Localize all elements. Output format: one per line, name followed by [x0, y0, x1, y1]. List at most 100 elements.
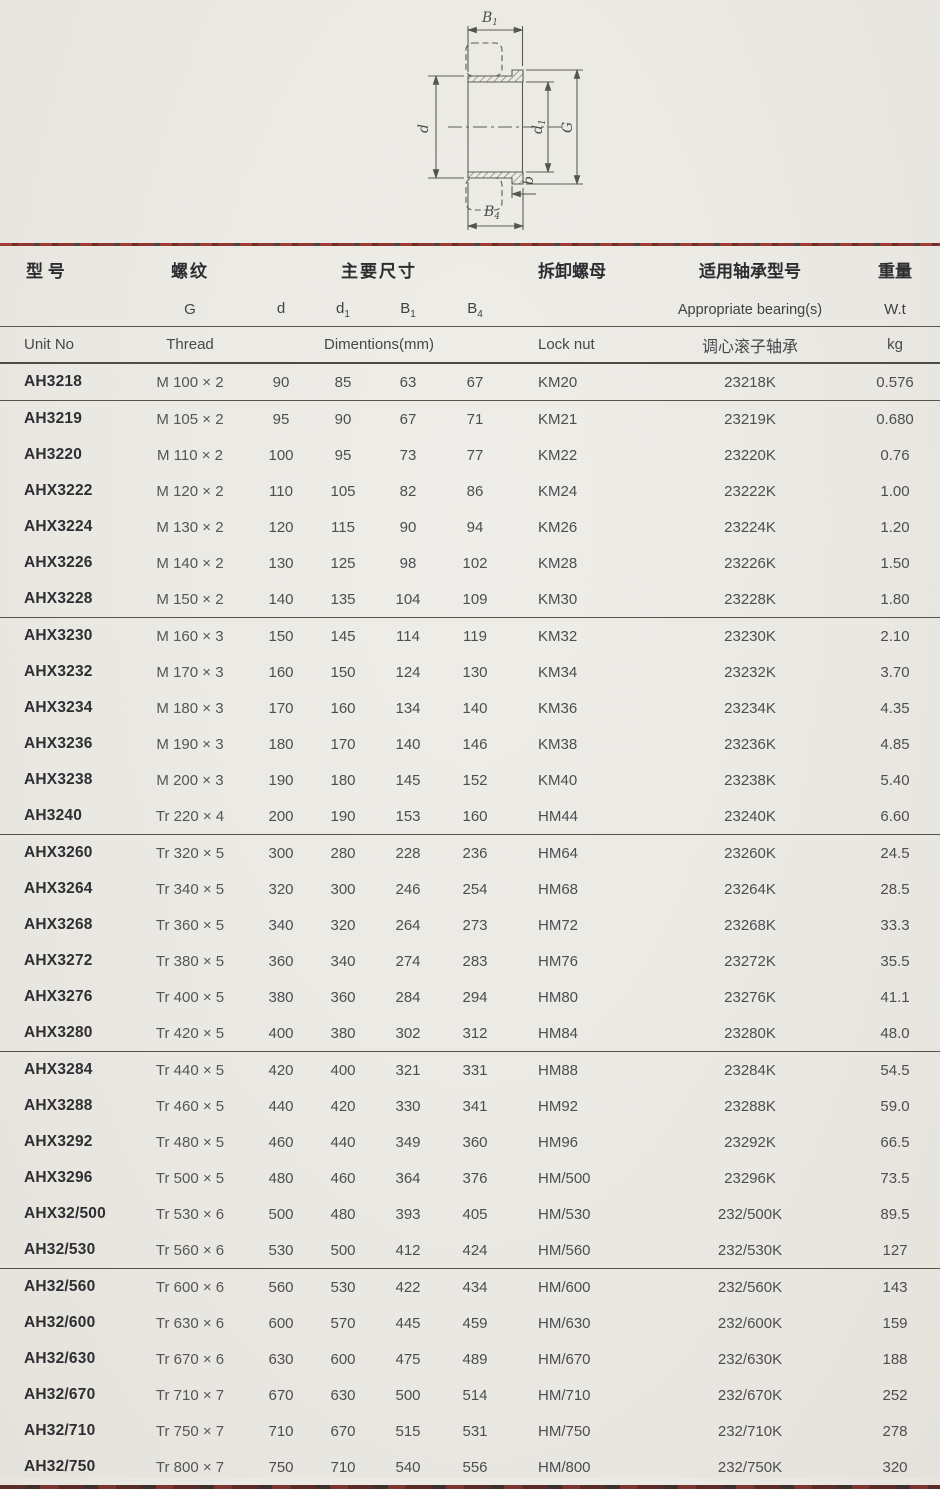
header-kg: kg — [887, 336, 903, 353]
cell-B4: 102 — [462, 554, 488, 572]
cell-unit-no: AHX3288 — [24, 1097, 93, 1114]
cell-B1: 284 — [395, 988, 421, 1006]
cell-B1: 145 — [395, 771, 421, 789]
cell-unit-no: AHX3238 — [24, 771, 93, 788]
header-weight-cn: 重量 — [878, 262, 912, 281]
cell-B1: 246 — [395, 880, 421, 898]
cell-weight: 35.5 — [880, 952, 910, 970]
cell-lock-nut: KM38 — [538, 735, 578, 753]
cell-bearing: 232/600K — [717, 1314, 783, 1332]
cell-B1: 321 — [395, 1061, 421, 1079]
table-row: AHX3234 M 180 × 3 170 160 134 140 KM36 2… — [0, 690, 940, 726]
cell-B4: 77 — [466, 446, 484, 464]
cell-d1: 115 — [331, 518, 355, 536]
cell-B1: 393 — [395, 1205, 421, 1223]
cell-d1: 530 — [330, 1278, 356, 1296]
cell-B4: 254 — [462, 880, 488, 898]
cell-thread: Tr 420 × 5 — [155, 1024, 225, 1042]
cell-B4: 71 — [466, 410, 484, 428]
header-thread-symbol: G — [184, 301, 196, 318]
cell-d: 90 — [272, 373, 290, 391]
cell-d1: 135 — [330, 590, 356, 608]
cell-weight: 3.70 — [880, 663, 910, 681]
cell-B4: 360 — [462, 1133, 488, 1151]
cell-unit-no: AH32/630 — [24, 1350, 96, 1367]
table-row: AH32/710 Tr 750 × 7 710 670 515 531 HM/7… — [0, 1413, 940, 1449]
cell-d1: 150 — [330, 663, 356, 681]
cell-B1: 140 — [395, 735, 421, 753]
cell-d1: 500 — [330, 1241, 356, 1259]
cell-unit-no: AHX3276 — [24, 988, 93, 1005]
header-bearing-cn: 适用轴承型号 — [699, 262, 801, 281]
table-row: AHX3288 Tr 460 × 5 440 420 330 341 HM92 … — [0, 1088, 940, 1124]
cell-thread: Tr 440 × 5 — [155, 1061, 225, 1079]
cell-weight: 143 — [882, 1278, 908, 1296]
cell-d1: 320 — [330, 916, 356, 934]
table-row: AH3219 M 105 × 2 95 90 67 71 KM21 23219K… — [0, 401, 940, 437]
table-top-border — [0, 243, 940, 246]
cell-d: 380 — [268, 988, 294, 1006]
table-row: AH3220 M 110 × 2 100 95 73 77 KM22 23220… — [0, 437, 940, 473]
cell-d: 630 — [268, 1350, 294, 1368]
cell-bearing: 23284K — [724, 1061, 776, 1079]
cell-d1: 340 — [330, 952, 356, 970]
cell-d: 500 — [268, 1205, 294, 1223]
cell-lock-nut: HM72 — [538, 916, 579, 934]
cell-weight: 66.5 — [880, 1133, 910, 1151]
cell-unit-no: AHX3280 — [24, 1024, 93, 1041]
cell-lock-nut: HM64 — [538, 844, 579, 862]
header-thread-en: Thread — [166, 336, 214, 353]
cell-B1: 73 — [399, 446, 417, 464]
cell-unit-no: AHX3264 — [24, 880, 93, 897]
cell-thread: M 140 × 2 — [156, 554, 224, 572]
cell-lock-nut: HM/800 — [538, 1458, 591, 1476]
header-dim-B4: B4 — [467, 299, 483, 320]
cell-d1: 170 — [330, 735, 356, 753]
table-row: AHX3224 M 130 × 2 120 115 90 94 KM26 232… — [0, 509, 940, 545]
cell-weight: 1.80 — [880, 590, 910, 608]
header-thread-cn: 螺纹 — [171, 262, 209, 281]
cell-thread: Tr 560 × 6 — [155, 1241, 225, 1259]
cell-weight: 6.60 — [880, 807, 910, 825]
spec-table: 型 号 螺纹 主要尺寸 拆卸螺母 适用轴承型号 重量 G d d1 B1 B4 … — [0, 243, 940, 1489]
cell-lock-nut: KM34 — [538, 663, 578, 681]
cell-d1: 160 — [330, 699, 356, 717]
cell-weight: 24.5 — [880, 844, 910, 862]
cell-B1: 90 — [399, 518, 417, 536]
cell-lock-nut: KM32 — [538, 627, 578, 645]
cell-d1: 280 — [330, 844, 356, 862]
cell-bearing: 23288K — [724, 1097, 776, 1115]
cell-B4: 140 — [462, 699, 488, 717]
cell-B4: 160 — [462, 807, 488, 825]
sleeve-wall-bottom — [467, 171, 524, 185]
cell-weight: 252 — [882, 1386, 908, 1404]
cell-unit-no: AH3218 — [24, 373, 83, 390]
cell-B4: 152 — [462, 771, 488, 789]
dim-label-b: b — [521, 176, 537, 185]
cell-B4: 109 — [462, 590, 488, 608]
cell-weight: 59.0 — [880, 1097, 910, 1115]
cell-weight: 188 — [882, 1350, 908, 1368]
cell-unit-no: AH32/750 — [24, 1458, 96, 1475]
cell-d: 140 — [268, 590, 294, 608]
cell-lock-nut: KM30 — [538, 590, 578, 608]
cell-thread: M 120 × 2 — [156, 482, 224, 500]
cell-thread: M 110 × 2 — [156, 446, 223, 464]
cell-lock-nut: HM80 — [538, 988, 579, 1006]
cell-weight: 2.10 — [880, 627, 910, 645]
dim-label-G: G — [560, 122, 576, 133]
table-row: AH32/600 Tr 630 × 6 600 570 445 459 HM/6… — [0, 1305, 940, 1341]
cell-unit-no: AHX3272 — [24, 952, 93, 969]
cell-B1: 264 — [395, 916, 421, 934]
cell-unit-no: AH3220 — [24, 446, 83, 463]
cell-B4: 130 — [462, 663, 488, 681]
cell-weight: 4.35 — [880, 699, 910, 717]
cell-lock-nut: HM68 — [538, 880, 579, 898]
cell-thread: Tr 630 × 6 — [155, 1314, 225, 1332]
cell-d1: 480 — [330, 1205, 356, 1223]
cell-B4: 119 — [463, 627, 487, 645]
cell-bearing: 23280K — [724, 1024, 776, 1042]
cell-d: 400 — [268, 1024, 294, 1042]
cell-d1: 400 — [330, 1061, 356, 1079]
